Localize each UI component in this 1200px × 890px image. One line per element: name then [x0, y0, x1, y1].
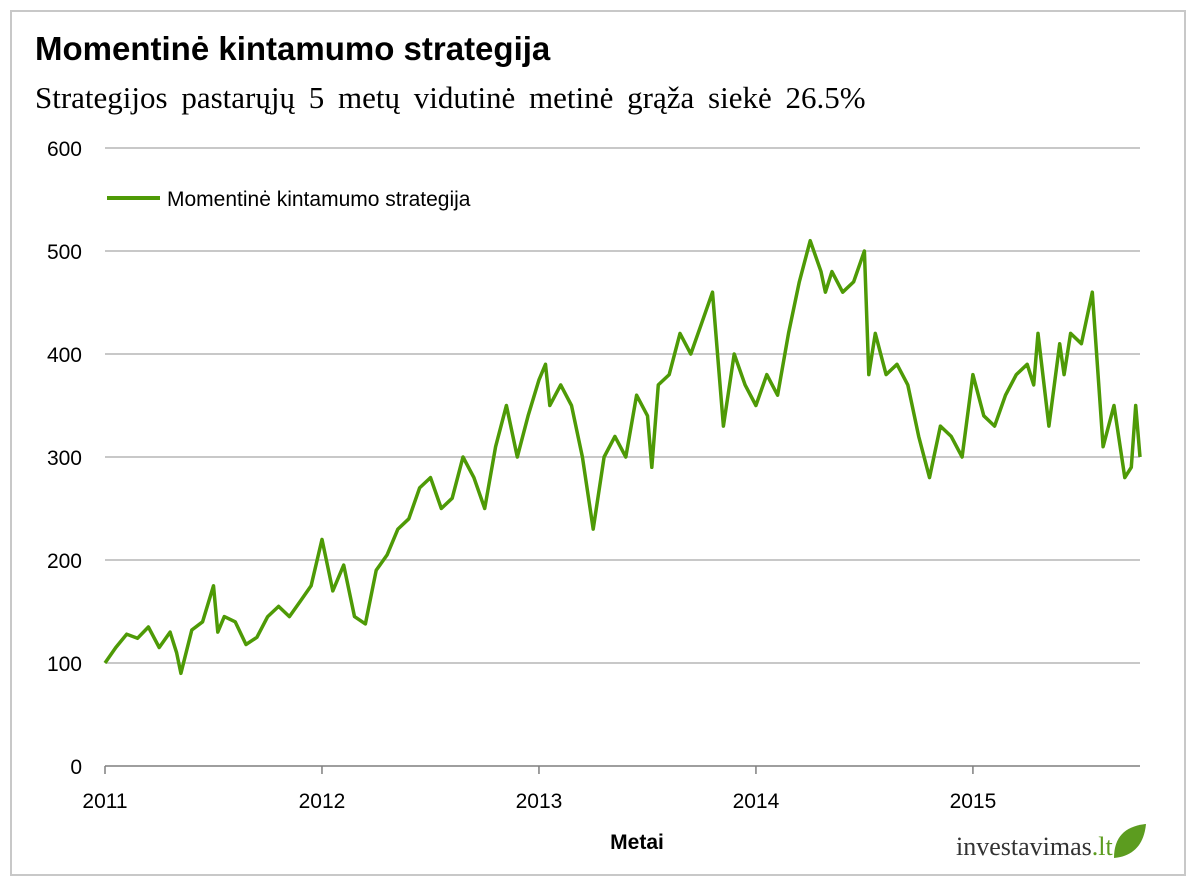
logo-text: investavimas.lt	[956, 832, 1113, 861]
legend: Momentinė kintamumo strategija	[107, 188, 471, 211]
x-tick-label: 2014	[733, 790, 780, 813]
y-tick-label: 0	[70, 756, 82, 779]
y-tick-label: 400	[47, 344, 82, 367]
x-tick-label: 2011	[82, 790, 127, 813]
series-group	[103, 238, 1142, 676]
y-tick-label: 200	[47, 550, 82, 573]
x-axis: 2011 2012 2013 2014 2015	[82, 765, 1140, 813]
series-line	[103, 238, 1142, 676]
y-tick-label: 100	[47, 653, 82, 676]
y-tick-label: 300	[47, 447, 82, 470]
x-tick-label: 2013	[516, 790, 563, 813]
y-tick-label: 500	[47, 241, 82, 264]
x-tick-label: 2015	[950, 790, 997, 813]
chart-frame	[10, 10, 1186, 876]
y-axis-ticks: 0 100 200 300 400 500 600	[47, 138, 82, 779]
legend-label: Momentinė kintamumo strategija	[167, 188, 471, 211]
leaf-icon	[1114, 824, 1146, 858]
y-tick-label: 600	[47, 138, 82, 161]
gridlines	[105, 147, 1140, 664]
chart-title: Momentinė kintamumo strategija	[35, 30, 551, 67]
chart-subtitle: Strategijos pastarųjų 5 metų vidutinė me…	[35, 80, 866, 115]
x-axis-title: Metai	[610, 831, 664, 854]
x-tick-label: 2012	[299, 790, 346, 813]
